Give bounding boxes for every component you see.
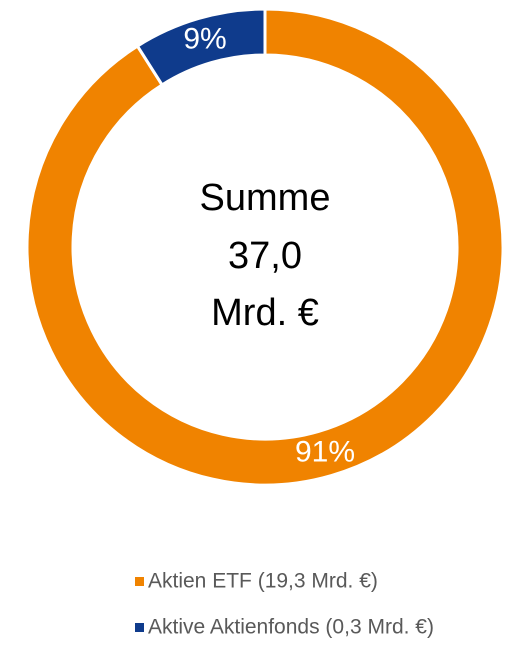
value-label: 9% bbox=[183, 22, 226, 55]
legend-label: Aktive Aktienfonds (0,3 Mrd. €) bbox=[148, 616, 434, 639]
donut-slice bbox=[135, 7, 267, 87]
legend-label: Aktien ETF (19,3 Mrd. €) bbox=[148, 570, 378, 593]
center-label: Mrd. € bbox=[211, 292, 319, 334]
legend-swatch bbox=[135, 577, 144, 586]
donut-slice bbox=[25, 7, 505, 487]
center-label: Summe bbox=[200, 177, 331, 219]
value-label: 91% bbox=[295, 435, 355, 468]
legend-swatch bbox=[135, 623, 144, 632]
center-label: 37,0 bbox=[228, 235, 302, 277]
